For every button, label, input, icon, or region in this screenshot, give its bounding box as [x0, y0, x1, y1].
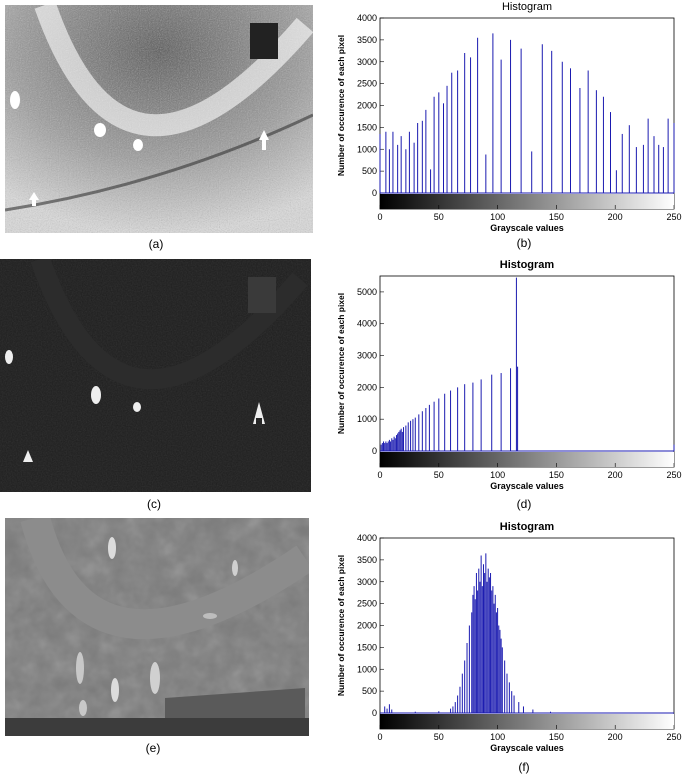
- y-tick-label: 3500: [357, 555, 377, 565]
- grayscale-colorbar: [380, 194, 674, 209]
- x-tick-label: 200: [608, 470, 623, 480]
- y-tick-label: 1000: [357, 664, 377, 674]
- y-tick-label: 0: [372, 188, 377, 198]
- plot-frame: [379, 275, 675, 468]
- x-tick-label: 150: [549, 212, 564, 222]
- y-tick-label: 0: [372, 446, 377, 456]
- y-tick-label: 3000: [357, 57, 377, 67]
- y-tick-label: 1000: [357, 144, 377, 154]
- caption-c: (c): [147, 497, 161, 511]
- x-axis-label: Grayscale values: [490, 481, 564, 491]
- x-tick-label: 250: [666, 732, 681, 742]
- caption-d: (d): [516, 497, 532, 511]
- x-tick-label: 50: [434, 470, 444, 480]
- y-tick-label: 4000: [357, 13, 377, 23]
- y-tick-label: 3500: [357, 35, 377, 45]
- x-axis-label: Grayscale values: [490, 223, 564, 233]
- y-tick-label: 500: [362, 166, 377, 176]
- x-tick-label: 100: [490, 470, 505, 480]
- y-tick-label: 500: [362, 686, 377, 696]
- caption-b: (b): [516, 236, 532, 250]
- y-tick-label: 2500: [357, 79, 377, 89]
- y-tick-label: 1000: [357, 414, 377, 424]
- y-tick-label: 3000: [357, 577, 377, 587]
- plot-frame: [379, 537, 675, 730]
- x-tick-label: 100: [490, 212, 505, 222]
- histogram-b: Histogram 0 500 1000 1500 2000 2500 3000 3500 400…: [330, 0, 682, 233]
- y-axis-label: Number of occurence of each pixel: [336, 555, 346, 696]
- y-tick-label: 1500: [357, 642, 377, 652]
- x-tick-label: 200: [608, 212, 623, 222]
- x-tick-label: 0: [377, 470, 382, 480]
- x-tick-label: 0: [377, 732, 382, 742]
- caption-a: (a): [148, 237, 164, 251]
- plot-frame: [379, 17, 675, 210]
- x-tick-label: 150: [549, 470, 564, 480]
- y-tick-label: 2000: [357, 101, 377, 111]
- thermal-image-e: [5, 518, 309, 736]
- y-tick-label: 2000: [357, 382, 377, 392]
- chart-title: Histogram: [500, 259, 555, 271]
- grayscale-colorbar: [380, 452, 674, 467]
- x-tick-label: 0: [377, 212, 382, 222]
- chart-title: Histogram: [502, 1, 552, 13]
- y-tick-label: 4000: [357, 533, 377, 543]
- x-tick-label: 50: [434, 212, 444, 222]
- y-tick-label: 4000: [357, 319, 377, 329]
- y-axis-label: Number of occurence of each pixel: [336, 35, 346, 176]
- y-tick-label: 2000: [357, 621, 377, 631]
- x-tick-label: 100: [490, 732, 505, 742]
- thermal-image-a: [5, 5, 313, 233]
- grayscale-colorbar: [380, 714, 674, 729]
- y-tick-label: 0: [372, 708, 377, 718]
- x-axis-label: Grayscale values: [490, 743, 564, 753]
- y-tick-label: 1500: [357, 122, 377, 132]
- thermal-image-c: [0, 259, 311, 492]
- caption-e: (e): [145, 741, 161, 755]
- y-tick-label: 5000: [357, 287, 377, 297]
- x-tick-label: 200: [608, 732, 623, 742]
- x-tick-label: 250: [666, 470, 681, 480]
- y-tick-label: 3000: [357, 351, 377, 361]
- caption-f: (f): [518, 760, 530, 774]
- y-tick-label: 2500: [357, 599, 377, 609]
- y-axis-label: Number of occurence of each pixel: [336, 293, 346, 434]
- histogram-f: Histogram 0 500 1000 1500 2000 2500 3000 3500 400…: [330, 520, 682, 754]
- chart-title: Histogram: [500, 521, 555, 533]
- x-tick-label: 250: [666, 212, 681, 222]
- x-tick-label: 150: [549, 732, 564, 742]
- histogram-d: Histogram 0 1000 2000 3000 4000 5000 0 50 100 150 2…: [330, 258, 682, 492]
- x-tick-label: 50: [434, 732, 444, 742]
